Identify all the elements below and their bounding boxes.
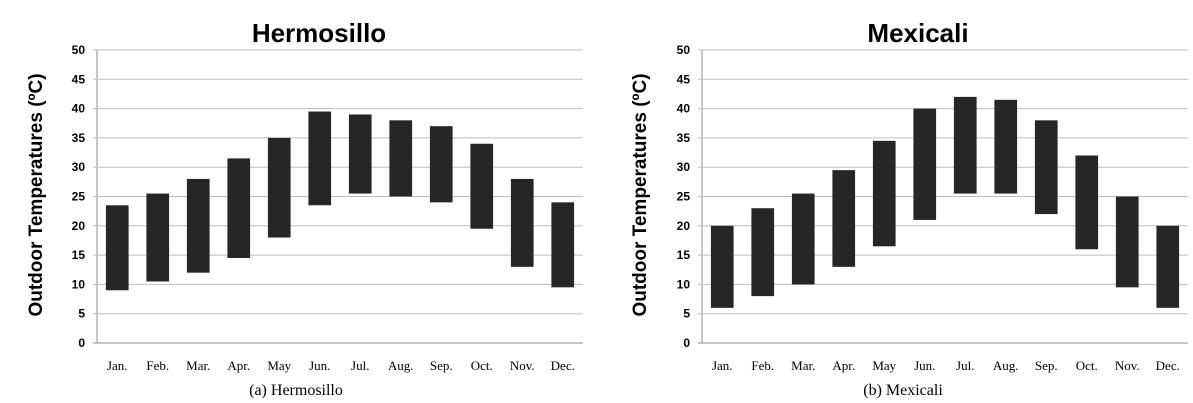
x-tick-label: Dec.	[551, 358, 575, 373]
range-bar	[832, 170, 856, 267]
y-tick-label: 20	[72, 219, 86, 233]
range-bar	[551, 202, 575, 288]
range-bar	[146, 193, 170, 282]
x-tick-label: Apr.	[227, 358, 250, 373]
x-tick-label: May	[267, 358, 291, 373]
y-tick-labels: 0 5 10 15 20 25 30 35 40 45 50	[72, 43, 86, 350]
chart-title: Mexicali	[867, 18, 968, 48]
x-tick-label: Feb.	[146, 358, 169, 373]
range-bar	[994, 99, 1018, 194]
x-tick-label: Jan.	[712, 358, 733, 373]
range-bar	[710, 225, 734, 308]
x-tick-label: Oct.	[471, 358, 493, 373]
x-tick-labels: Jan. Feb. Mar. Apr. May Jun. Jul. Aug. Sep. Oct. N…	[712, 358, 1180, 373]
x-tick-label: Jun.	[309, 358, 330, 373]
range-bar	[1115, 196, 1139, 288]
y-tick-label: 15	[677, 248, 691, 262]
x-tick-label: Dec.	[1156, 358, 1180, 373]
y-tick-label: 30	[677, 160, 691, 174]
x-tick-label: Nov.	[1115, 358, 1140, 373]
range-bar	[1034, 120, 1058, 215]
range-bar	[1156, 225, 1180, 308]
range-bar	[913, 108, 937, 220]
range-bar	[227, 158, 251, 259]
range-bar	[510, 178, 534, 267]
x-tick-label: Jul.	[351, 358, 369, 373]
x-tick-label: Mar.	[186, 358, 210, 373]
range-bar	[105, 205, 129, 291]
range-bar	[348, 114, 372, 194]
x-tick-label: Oct.	[1076, 358, 1098, 373]
y-axis-label: Outdoor Temperatures (ºC)	[630, 73, 651, 316]
y-tick-label: 50	[72, 43, 86, 57]
range-bars	[710, 96, 1180, 308]
y-tick-label: 45	[677, 72, 691, 86]
x-tick-label: Nov.	[510, 358, 535, 373]
x-tick-label: Aug.	[388, 358, 414, 373]
y-tick-label: 15	[72, 248, 86, 262]
y-tick-label: 20	[677, 219, 691, 233]
y-tick-label: 40	[72, 102, 86, 116]
y-tick-label: 30	[72, 160, 86, 174]
range-bar	[389, 120, 413, 197]
y-tick-label: 25	[677, 190, 691, 204]
x-tick-label: Apr.	[832, 358, 855, 373]
range-bar	[470, 143, 494, 229]
chart-panel-hermosillo: Hermosillo Outdoor Temperatures (ºC) 0 5 1…	[26, 18, 583, 399]
range-bar	[308, 111, 332, 206]
y-tick-label: 5	[683, 307, 690, 321]
y-tick-label: 45	[72, 72, 86, 86]
range-bars	[105, 111, 575, 291]
x-tick-labels: Jan. Feb. Mar. Apr. May Jun. Jul. Aug. Sep. Oct. N…	[107, 358, 575, 373]
range-bar	[872, 140, 896, 247]
x-tick-label: Feb.	[751, 358, 774, 373]
y-tick-label: 25	[72, 190, 86, 204]
y-tick-label: 10	[72, 277, 86, 291]
figure-caption: (b) Mexicali	[863, 382, 943, 399]
y-tick-labels: 0 5 10 15 20 25 30 35 40 45 50	[677, 43, 691, 350]
x-tick-label: Sep.	[430, 358, 453, 373]
x-tick-label: Aug.	[993, 358, 1019, 373]
chart-title: Hermosillo	[252, 18, 386, 48]
range-bar	[429, 126, 453, 203]
y-tick-label: 5	[78, 307, 85, 321]
range-bar	[751, 208, 775, 297]
y-tick-label: 35	[72, 131, 86, 145]
x-tick-label: Jan.	[107, 358, 128, 373]
x-tick-label: Sep.	[1035, 358, 1058, 373]
figure-caption: (a) Hermosillo	[249, 382, 343, 399]
chart-panel-mexicali: Mexicali Outdoor Temperatures (ºC) 0 5 10 1…	[630, 18, 1188, 399]
range-bar	[953, 96, 977, 194]
y-tick-label: 40	[677, 102, 691, 116]
range-bar	[186, 178, 210, 273]
gridlines	[93, 49, 583, 344]
range-bar	[267, 137, 291, 238]
range-bar	[1075, 155, 1099, 250]
y-tick-label: 0	[78, 336, 85, 350]
x-tick-label: May	[872, 358, 896, 373]
y-tick-label: 50	[677, 43, 691, 57]
y-axis-label: Outdoor Temperatures (ºC)	[26, 73, 47, 316]
range-bar	[791, 193, 815, 285]
x-tick-label: Jun.	[914, 358, 935, 373]
y-tick-label: 0	[683, 336, 690, 350]
x-tick-label: Jul.	[956, 358, 974, 373]
y-tick-label: 35	[677, 131, 691, 145]
y-tick-label: 10	[677, 277, 691, 291]
gridlines	[698, 49, 1188, 344]
x-tick-label: Mar.	[791, 358, 815, 373]
